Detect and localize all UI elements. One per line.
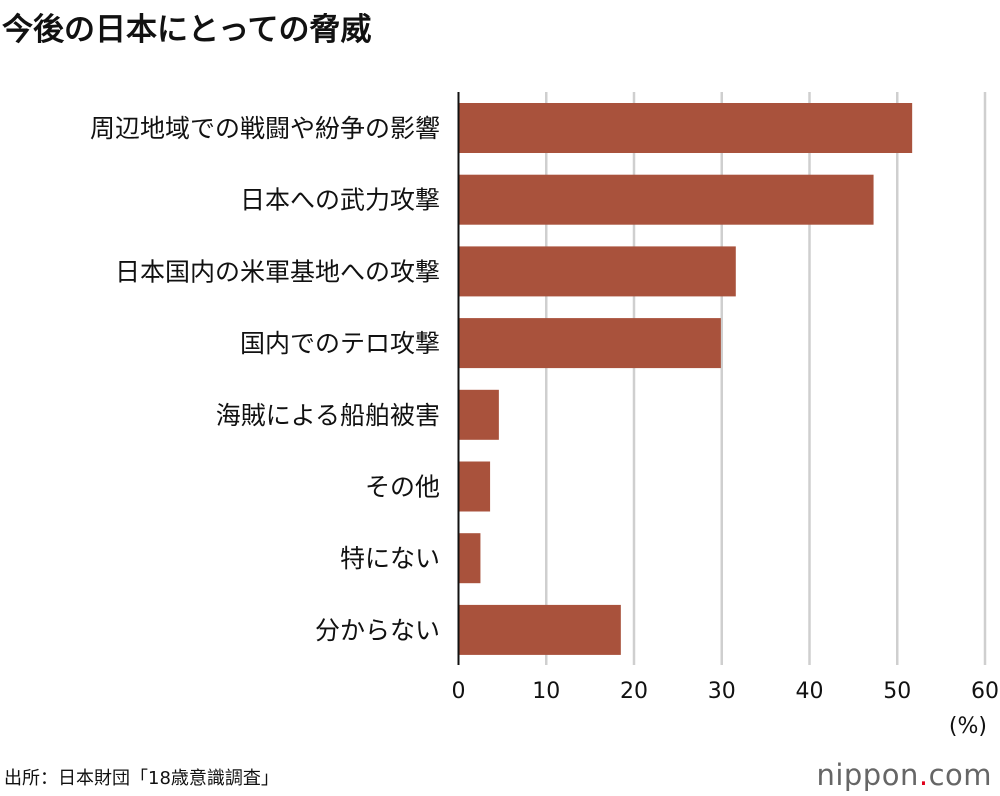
x-tick-label: 50	[883, 679, 911, 704]
x-tick-label: 0	[452, 679, 466, 704]
category-label: その他	[365, 473, 440, 502]
x-tick-label: 40	[796, 679, 824, 704]
logo-suffix: com	[928, 758, 992, 792]
bar	[458, 246, 736, 297]
bar	[458, 461, 491, 512]
nippon-logo: nippon.com	[816, 758, 992, 792]
category-label: 国内でのテロ攻撃	[240, 329, 440, 358]
chart-title: 今後の日本にとっての脅威	[2, 12, 372, 48]
logo-text: nippon	[816, 758, 919, 792]
category-label: 日本国内の米軍基地への攻撃	[115, 257, 440, 286]
x-axis-unit-label: (%)	[949, 714, 987, 739]
category-label: 海賊による船舶被害	[216, 401, 440, 430]
category-label: 分からない	[315, 616, 440, 645]
bar	[458, 103, 913, 153]
x-tick-label: 30	[708, 679, 736, 704]
logo-dot: .	[918, 758, 929, 792]
category-label: 日本への武力攻撃	[240, 186, 440, 215]
bar	[458, 389, 499, 440]
x-tick-label: 10	[532, 679, 560, 704]
bar	[458, 604, 621, 655]
x-tick-label: 20	[620, 679, 648, 704]
bar	[458, 533, 481, 584]
category-label: 特にない	[340, 544, 440, 573]
x-tick-label: 60	[971, 679, 999, 704]
bar	[458, 318, 721, 369]
category-label: 周辺地域での戦闘や紛争の影響	[90, 114, 440, 143]
bar	[458, 174, 874, 225]
source-note: 出所：日本財団「18歳意識調査」	[4, 768, 279, 789]
